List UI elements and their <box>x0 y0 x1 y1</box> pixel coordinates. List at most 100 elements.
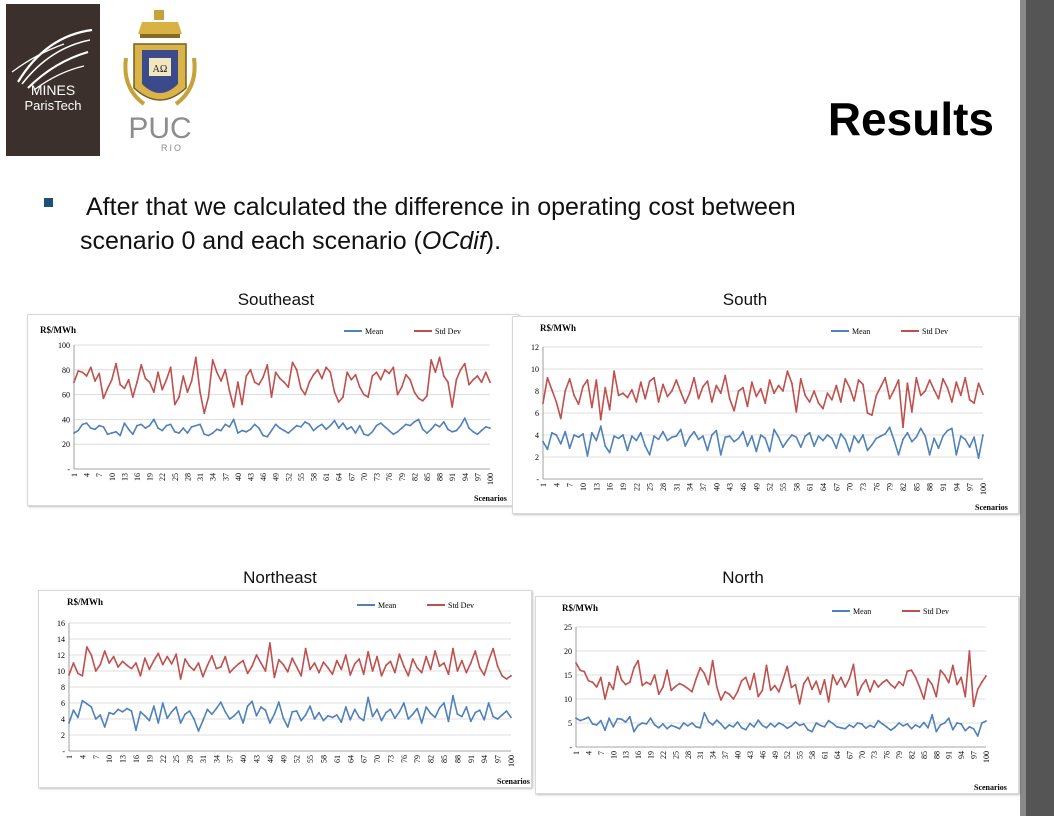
data-point <box>291 657 294 660</box>
data-point <box>564 430 567 433</box>
data-point <box>542 440 544 443</box>
data-point <box>937 447 940 450</box>
data-point <box>960 723 963 725</box>
data-point <box>358 424 361 427</box>
x-tick-label: 73 <box>386 755 395 763</box>
data-point <box>451 406 454 408</box>
region-label-north: North <box>722 568 764 587</box>
data-point <box>590 406 593 409</box>
y-tick-label: 20 <box>62 440 70 449</box>
x-tick-label: 28 <box>684 751 693 759</box>
data-point <box>693 430 696 433</box>
data-point <box>795 436 798 439</box>
x-tick-label: 52 <box>284 473 293 481</box>
data-point <box>251 665 253 668</box>
data-point <box>309 705 311 708</box>
data-point <box>964 695 967 698</box>
data-point <box>612 688 615 691</box>
x-tick-label: 100 <box>982 751 991 763</box>
data-point <box>269 642 271 644</box>
data-point <box>110 378 113 381</box>
x-tick-label: 64 <box>833 751 842 759</box>
region-label-northeast: Northeast <box>243 568 317 587</box>
data-point <box>587 716 590 719</box>
legend-label: Std Dev <box>448 601 474 610</box>
data-point <box>472 378 475 381</box>
data-point <box>434 650 437 652</box>
data-point <box>684 402 687 404</box>
data-point <box>624 721 627 723</box>
series-line-mean <box>73 417 491 438</box>
data-point <box>501 674 503 677</box>
data-point <box>308 381 311 384</box>
data-point <box>371 375 374 377</box>
data-point <box>269 722 271 724</box>
data-point <box>186 432 189 434</box>
data-point <box>769 722 772 725</box>
data-point <box>270 396 273 398</box>
data-point <box>893 687 896 689</box>
data-point <box>624 683 627 686</box>
data-point <box>257 383 260 386</box>
x-tick-label: 16 <box>132 755 141 763</box>
data-point <box>483 674 486 676</box>
data-point <box>322 719 325 722</box>
x-tick-label: 13 <box>622 751 631 759</box>
y-tick-label: 20 <box>564 647 572 656</box>
data-point <box>394 671 396 674</box>
data-point <box>337 401 340 403</box>
data-point <box>421 428 424 431</box>
data-point <box>835 447 838 450</box>
data-point <box>862 434 864 436</box>
data-point <box>608 451 611 454</box>
data-point <box>707 683 710 686</box>
data-point <box>469 662 472 664</box>
data-point <box>737 390 740 392</box>
data-point <box>761 724 764 727</box>
data-point <box>474 711 477 714</box>
data-point <box>710 401 713 403</box>
data-point <box>300 719 303 722</box>
data-point <box>90 654 93 656</box>
data-point <box>798 724 801 727</box>
data-point <box>947 681 950 684</box>
data-point <box>126 707 128 710</box>
data-point <box>188 710 191 712</box>
data-point <box>755 395 758 398</box>
data-point <box>396 393 399 396</box>
data-point <box>817 402 820 404</box>
data-point <box>417 397 420 400</box>
data-point <box>744 676 747 679</box>
data-point <box>575 662 577 664</box>
x-tick-label: 37 <box>221 473 230 481</box>
data-point <box>420 722 423 724</box>
data-point <box>826 434 829 436</box>
data-point <box>447 428 449 431</box>
data-point <box>591 681 594 684</box>
data-point <box>413 391 416 394</box>
data-point <box>115 362 117 365</box>
data-point <box>476 433 479 436</box>
data-point <box>278 377 281 380</box>
x-tick-label: 67 <box>832 483 841 491</box>
data-point <box>207 434 210 437</box>
chart-svg-southeast: R$/MWh - 20 40 60 80 100 1 4 7 10 13 16 19 22 25 28 31 34 3… <box>40 325 507 503</box>
data-point <box>790 724 793 727</box>
data-point <box>590 431 593 434</box>
x-tick-label: 73 <box>373 473 382 481</box>
data-point <box>400 427 403 429</box>
data-point <box>604 698 606 700</box>
data-point <box>219 701 222 704</box>
data-point <box>68 722 70 724</box>
data-point <box>232 418 235 421</box>
y-tick-label: 5 <box>568 719 572 728</box>
data-point <box>831 674 834 676</box>
y-tick-label: 2 <box>535 453 539 462</box>
data-point <box>573 394 576 397</box>
x-tick-label: 76 <box>883 751 892 759</box>
data-point <box>179 678 182 680</box>
data-point <box>89 427 92 429</box>
data-point <box>852 726 855 729</box>
data-point <box>764 437 767 440</box>
data-point <box>985 675 987 677</box>
